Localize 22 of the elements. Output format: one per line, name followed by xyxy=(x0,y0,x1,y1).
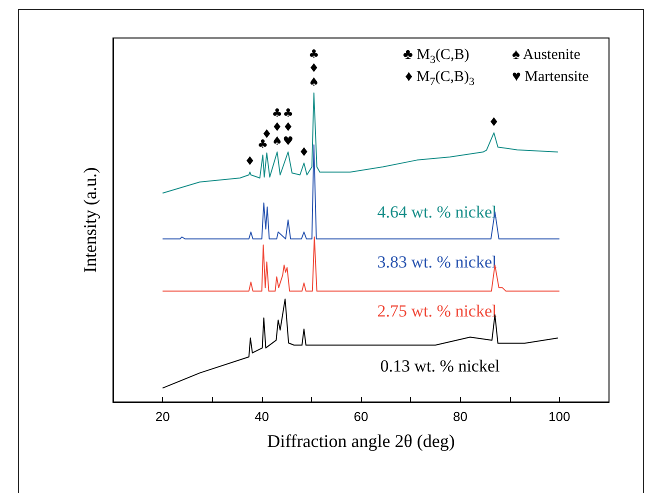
annotation: ♣♦♥ xyxy=(282,106,294,148)
x-tick-label: 80 xyxy=(452,409,468,424)
x-tick-label: 100 xyxy=(548,409,570,424)
annotation: ♦ xyxy=(298,145,310,160)
text: ♣ M$_{3}$(C,B) xyxy=(403,47,470,66)
x-tick-label: 40 xyxy=(254,409,270,424)
text: ♦ M$_{7}$(C,B)$_{3}$ xyxy=(405,69,474,88)
text: ♥ Martensite xyxy=(512,69,589,86)
annotation: ♦ xyxy=(488,114,500,129)
annotation: ♣♦♠ xyxy=(308,47,320,89)
x-axis-title: Diffraction angle 2θ (deg) xyxy=(267,431,455,451)
annotation: ♣ xyxy=(257,137,268,152)
series-label: 0.13 wt. % nickel xyxy=(380,356,500,376)
text: 4.64 wt. % nickel xyxy=(377,202,497,222)
x-tick-label: 60 xyxy=(354,409,368,424)
text: ♠ Austenite xyxy=(512,47,580,64)
y-axis-title: Intensity (a.u.) xyxy=(80,167,100,273)
series-label: 2.75 wt. % nickel xyxy=(377,302,497,320)
series-label: 3.83 wt. % nickel xyxy=(377,252,497,272)
x-tick-label: 20 xyxy=(155,409,170,424)
annotation: ♦ xyxy=(244,154,256,168)
annotation: ♣♦♠ xyxy=(272,106,283,148)
